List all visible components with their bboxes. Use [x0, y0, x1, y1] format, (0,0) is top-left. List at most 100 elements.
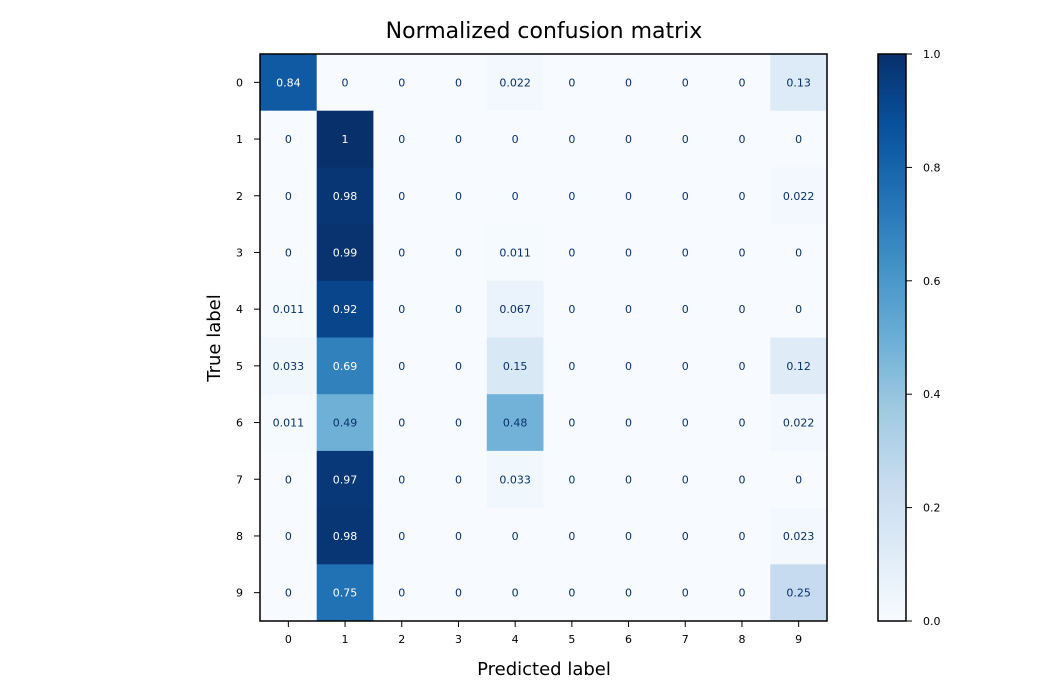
- cell-value-label: 0.011: [273, 303, 305, 316]
- x-tick-label: 3: [455, 633, 462, 646]
- heatmap-cell: [316, 110, 374, 168]
- x-tick-label: 7: [682, 633, 689, 646]
- cell-value-label: 0: [682, 587, 689, 600]
- heatmap-cell: [713, 224, 771, 282]
- cell-value-label: 0: [738, 76, 745, 89]
- heatmap-cell: [713, 394, 771, 452]
- heatmap-cell: [543, 167, 601, 225]
- cell-value-label: 0.022: [499, 76, 531, 89]
- heatmap-cell: [543, 280, 601, 338]
- cell-value-label: 0: [795, 133, 802, 146]
- heatmap-cell: [486, 564, 544, 622]
- cell-value-label: 0: [738, 360, 745, 373]
- heatmap-cell: [430, 224, 488, 282]
- heatmap-cell: [770, 110, 828, 168]
- cell-value-label: 0: [568, 473, 575, 486]
- cell-value-label: 0: [285, 190, 292, 203]
- cell-value-label: 0: [795, 246, 802, 259]
- cell-value-label: 0.98: [333, 190, 358, 203]
- heatmap-cell: [373, 110, 431, 168]
- cell-value-label: 0: [625, 303, 632, 316]
- heatmap-cell: [543, 564, 601, 622]
- x-tick-label: 5: [568, 633, 575, 646]
- cell-value-label: 0: [398, 133, 405, 146]
- heatmap-cell: [430, 54, 488, 112]
- heatmap-cell: [260, 564, 318, 622]
- y-tick-label: 2: [236, 190, 243, 203]
- heatmap-cell: [543, 337, 601, 395]
- cell-value-label: 0.011: [499, 246, 531, 259]
- cell-value-label: 0: [738, 473, 745, 486]
- cell-value-label: 0: [568, 360, 575, 373]
- cell-value-label: 0: [738, 303, 745, 316]
- cell-value-label: 0: [625, 133, 632, 146]
- colorbar-ticks: 0.0 0.2 0.4 0.6 0.8 1.0: [906, 48, 941, 628]
- heatmap-cell: [316, 54, 374, 112]
- x-tick-label: 8: [738, 633, 745, 646]
- heatmap-cell: [430, 450, 488, 509]
- heatmap-cell: [770, 564, 828, 622]
- heatmap-cell: [656, 167, 715, 225]
- cell-value-label: 0: [625, 246, 632, 259]
- cell-value-label: 0: [285, 530, 292, 543]
- cell-value-label: 0.15: [503, 360, 528, 373]
- heatmap-cell: [260, 280, 318, 338]
- heatmap-cell-labels: 0.84 0 0 0 0.022 0 0 0 0 0.13 0 1 0 0 0 0 0 0 0 0 0 0.98 0 0 0 0 0…: [273, 76, 815, 599]
- heatmap-cell: [373, 337, 431, 395]
- cell-value-label: 0.84: [276, 76, 301, 89]
- cell-value-label: 0.023: [783, 530, 815, 543]
- cell-value-label: 0: [455, 530, 462, 543]
- heatmap-cell: [600, 337, 658, 395]
- heatmap-cell: [600, 167, 658, 225]
- cell-value-label: 0.49: [333, 417, 358, 430]
- y-axis-ticks: 0 1 2 3 4 5 6 7 8 9: [236, 76, 260, 600]
- cell-value-label: 0: [455, 246, 462, 259]
- heatmap-cell: [316, 280, 374, 338]
- heatmap-cell: [600, 450, 658, 509]
- colorbar-tick-label: 0.8: [923, 161, 941, 174]
- heatmap-cell: [656, 564, 715, 622]
- heatmap-cell: [770, 224, 828, 282]
- heatmap-cell: [713, 564, 771, 622]
- cell-value-label: 0: [568, 246, 575, 259]
- heatmap-cell: [430, 507, 488, 565]
- heatmap-cell: [543, 507, 601, 565]
- heatmap-cell: [600, 280, 658, 338]
- cell-value-label: 0.067: [499, 303, 531, 316]
- cell-value-label: 0: [512, 587, 519, 600]
- cell-value-label: 0: [512, 133, 519, 146]
- cell-value-label: 0: [568, 303, 575, 316]
- heatmap-cell: [316, 167, 374, 225]
- cell-value-label: 1: [342, 133, 349, 146]
- cell-value-label: 0.92: [333, 303, 358, 316]
- heatmap-cell: [486, 337, 544, 395]
- cell-value-label: 0.022: [783, 417, 815, 430]
- cell-value-label: 0: [568, 587, 575, 600]
- heatmap-cell: [656, 337, 715, 395]
- cell-value-label: 0: [398, 76, 405, 89]
- cell-value-label: 0: [682, 473, 689, 486]
- colorbar-tick-label: 0.6: [923, 275, 941, 288]
- heatmap-cell: [600, 507, 658, 565]
- heatmap-cell: [770, 450, 828, 509]
- heatmap-cell: [713, 280, 771, 338]
- heatmap-cell: [430, 110, 488, 168]
- cell-value-label: 0: [682, 417, 689, 430]
- heatmap-cell: [260, 110, 318, 168]
- cell-value-label: 0: [568, 417, 575, 430]
- heatmap-cell: [770, 167, 828, 225]
- heatmap-cell: [430, 337, 488, 395]
- cell-value-label: 0: [738, 417, 745, 430]
- heatmap-cell: [316, 450, 374, 509]
- cell-value-label: 0: [568, 133, 575, 146]
- cell-value-label: 0: [285, 246, 292, 259]
- heatmap-cell: [430, 564, 488, 622]
- heatmap-cell: [543, 224, 601, 282]
- heatmap-cell: [260, 450, 318, 509]
- cell-value-label: 0.97: [333, 473, 358, 486]
- cell-value-label: 0: [682, 360, 689, 373]
- cell-value-label: 0: [285, 587, 292, 600]
- colorbar-tick-label: 0.0: [923, 615, 941, 628]
- heatmap-cell: [600, 394, 658, 452]
- y-tick-label: 6: [236, 417, 243, 430]
